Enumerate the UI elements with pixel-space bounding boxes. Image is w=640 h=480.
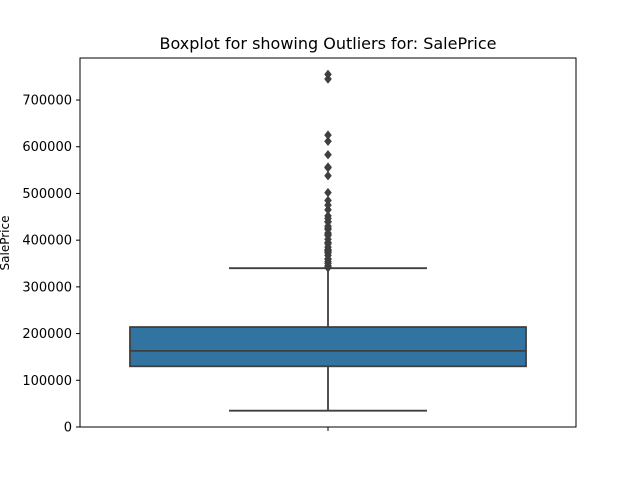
iqr-box bbox=[129, 326, 527, 368]
y-tick-label: 700000 bbox=[22, 94, 72, 109]
y-axis: 0 100000 200000 300000 400000 500000 600000 700… bbox=[22, 57, 577, 436]
outlier-point bbox=[324, 136, 332, 146]
plot-area bbox=[129, 69, 527, 412]
y-tick-label: 100000 bbox=[22, 374, 72, 389]
outlier-point bbox=[324, 69, 332, 80]
outlier-point bbox=[324, 150, 332, 160]
y-axis-label: SalePrice bbox=[0, 216, 12, 271]
chart-title: Boxplot for showing Outliers for: SalePr… bbox=[160, 34, 497, 53]
y-tick-label: 400000 bbox=[22, 234, 72, 249]
outlier-point bbox=[324, 130, 332, 140]
outlier-point bbox=[324, 171, 332, 181]
outlier-point bbox=[324, 187, 332, 198]
y-tick-label: 500000 bbox=[22, 187, 72, 202]
outlier-point bbox=[324, 162, 332, 172]
outlier-point bbox=[324, 211, 332, 221]
outlier-point bbox=[324, 195, 332, 206]
y-tick-label: 200000 bbox=[22, 327, 72, 342]
y-tick-label: 0 bbox=[64, 421, 72, 436]
y-tick-label: 600000 bbox=[22, 140, 72, 155]
y-tick-label: 300000 bbox=[22, 280, 72, 295]
